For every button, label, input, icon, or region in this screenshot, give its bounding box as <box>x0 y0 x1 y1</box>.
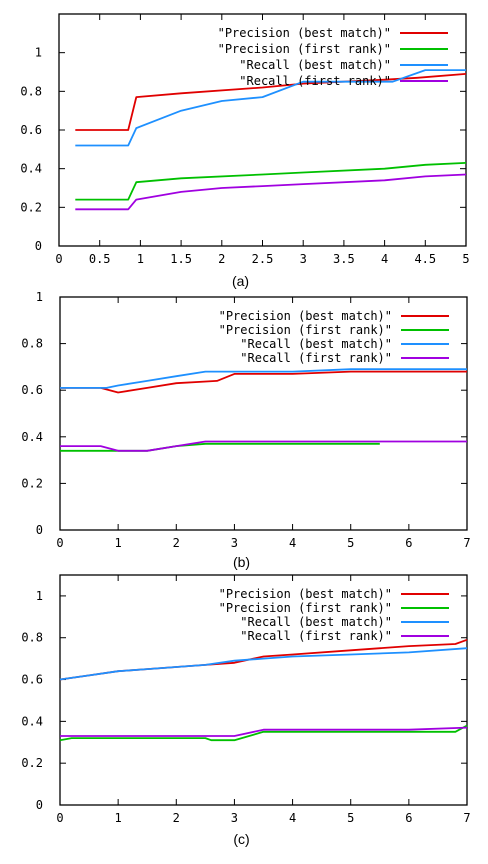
legend-label: "Recall (best match)" <box>240 615 392 629</box>
legend-label: "Recall (first rank)" <box>240 629 392 643</box>
chart-caption: (a) <box>232 273 249 289</box>
x-tick-label: 3 <box>231 536 238 550</box>
y-tick-label: 0 <box>36 523 43 537</box>
x-tick-label: 2.5 <box>252 252 274 266</box>
x-tick-label: 5 <box>462 252 469 266</box>
series-line-3 <box>75 69 466 147</box>
x-tick-label: 3 <box>231 811 238 825</box>
x-tick-label: 6 <box>405 536 412 550</box>
chart-caption: (b) <box>233 554 250 570</box>
series-line-1 <box>75 73 467 131</box>
x-tick-label: 1.5 <box>170 252 192 266</box>
legend-label: "Recall (best match)" <box>239 58 391 72</box>
y-tick-label: 0.2 <box>20 200 42 214</box>
chart-1: 0 0.5 1 1.5 2 2.5 3 3.5 4 4.5 5 0 0.2 0.4 0.6 0.8 1 "Prec… <box>20 13 470 289</box>
x-tick-label: 0 <box>55 252 62 266</box>
y-tick-label: 1 <box>36 290 43 304</box>
x-tick-label: 4 <box>381 252 388 266</box>
y-tick-label: 0.4 <box>21 714 43 728</box>
x-tick-label: 7 <box>463 811 470 825</box>
x-tick-label: 4 <box>289 536 296 550</box>
x-tick-label: 6 <box>405 811 412 825</box>
y-tick-label: 0.8 <box>20 84 42 98</box>
y-tick-label: 0.8 <box>21 631 43 645</box>
chart-2: 0 1 2 3 4 5 6 7 0 0.2 0.4 0.6 0.8 1 "Precision (best m… <box>21 290 470 570</box>
x-tick-label: 7 <box>463 536 470 550</box>
series-line-1 <box>59 638 468 681</box>
series-line-1 <box>60 370 467 394</box>
series-line-2 <box>59 724 468 742</box>
series-line-4 <box>60 726 468 737</box>
y-tick-label: 1 <box>35 46 42 60</box>
y-tick-label: 0.4 <box>21 430 43 444</box>
chart-caption: (c) <box>233 831 249 847</box>
x-tick-label: 5 <box>347 536 354 550</box>
plot-frame <box>59 574 468 806</box>
y-tick-label: 0.6 <box>20 123 42 137</box>
series-line-3 <box>60 368 467 389</box>
y-tick-label: 1 <box>36 589 43 603</box>
series-line-4 <box>60 440 467 452</box>
y-tick-label: 0.6 <box>21 383 43 397</box>
x-tick-label: 0.5 <box>89 252 111 266</box>
x-tick-label: 1 <box>137 252 144 266</box>
legend-label: "Recall (first rank)" <box>239 74 391 88</box>
chart-3: 0 1 2 3 4 5 6 7 0 0.2 0.4 0.6 0.8 1 "Precision (best m… <box>21 574 471 847</box>
y-tick-label: 0.2 <box>21 476 43 490</box>
x-tick-label: 2 <box>218 252 225 266</box>
x-tick-label: 1 <box>115 811 122 825</box>
plot-frame <box>59 296 468 531</box>
x-tick-label: 1 <box>115 536 122 550</box>
y-tick-label: 0.2 <box>21 756 43 770</box>
x-tick-label: 4.5 <box>414 252 436 266</box>
x-tick-label: 3 <box>300 252 307 266</box>
legend-label: "Precision (first rank)" <box>219 601 392 615</box>
y-tick-label: 0 <box>35 239 42 253</box>
series-line-3 <box>59 647 468 681</box>
x-tick-label: 0 <box>56 811 63 825</box>
y-tick-label: 0.8 <box>21 337 43 351</box>
legend-label: "Precision (best match)" <box>219 587 392 601</box>
legend-label: "Recall (best match)" <box>240 337 392 351</box>
x-tick-label: 3.5 <box>333 252 355 266</box>
legend-label: "Precision (first rank)" <box>218 42 391 56</box>
series-line-4 <box>75 173 467 211</box>
x-tick-label: 2 <box>173 811 180 825</box>
legend-label: "Precision (best match)" <box>218 26 391 40</box>
y-tick-label: 0.4 <box>20 162 42 176</box>
y-tick-label: 0.6 <box>21 673 43 687</box>
x-tick-label: 5 <box>347 811 354 825</box>
series-line-2 <box>75 162 467 201</box>
y-tick-label: 0 <box>36 798 43 812</box>
legend-label: "Recall (first rank)" <box>240 351 392 365</box>
x-tick-label: 4 <box>289 811 296 825</box>
x-tick-label: 0 <box>56 536 63 550</box>
x-tick-label: 2 <box>173 536 180 550</box>
legend-label: "Precision (best match)" <box>219 309 392 323</box>
legend-label: "Precision (first rank)" <box>219 323 392 337</box>
